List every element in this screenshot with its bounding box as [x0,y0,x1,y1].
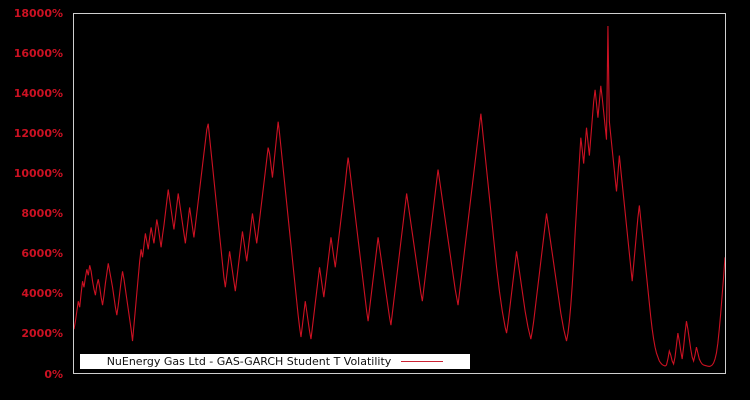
y-axis-tick-label: 14000% [13,86,63,100]
y-axis-tick-label: 2000% [21,327,63,341]
y-axis-tick-label: 18000% [13,6,63,20]
y-axis-tick-label: 0% [44,367,63,381]
series-polyline [74,26,725,366]
volatility-series [74,14,725,373]
y-axis-tick-label: 6000% [21,247,63,261]
plot-area [73,13,726,374]
legend: NuEnergy Gas Ltd - GAS-GARCH Student T V… [80,354,470,369]
y-axis-tick-label: 4000% [21,287,63,301]
y-axis-tick-label: 8000% [21,207,63,221]
legend-label: NuEnergy Gas Ltd - GAS-GARCH Student T V… [106,355,392,368]
y-axis-tick-label: 16000% [13,46,63,60]
y-axis-tick-label: 10000% [13,166,63,180]
y-axis-tick-label: 12000% [13,126,63,140]
y-axis-tick-labels: 18000% 16000% 14000% 12000% 10000% 8000% 6000%… [0,0,69,400]
legend-line-swatch [401,361,444,362]
